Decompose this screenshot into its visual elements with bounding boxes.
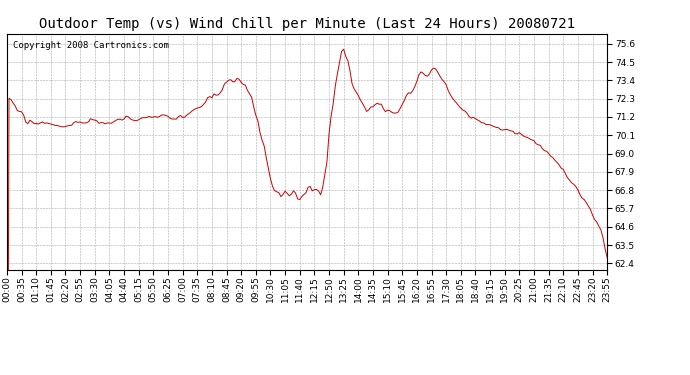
- Title: Outdoor Temp (vs) Wind Chill per Minute (Last 24 Hours) 20080721: Outdoor Temp (vs) Wind Chill per Minute …: [39, 17, 575, 31]
- Text: Copyright 2008 Cartronics.com: Copyright 2008 Cartronics.com: [13, 41, 169, 50]
